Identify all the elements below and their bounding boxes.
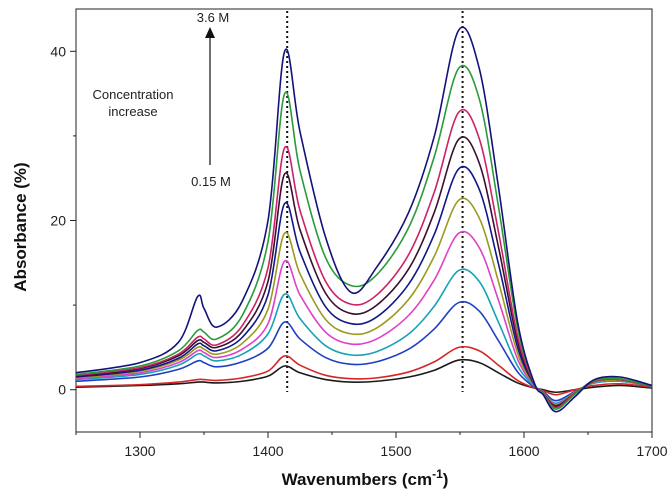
y-tick-label-0: 0 [58,382,66,398]
annotation-top-label: 3.6 M [197,10,230,25]
x-tick-label-1400: 1400 [252,443,283,459]
y-tick-label-20: 20 [50,213,66,229]
concentration-annotation: 3.6 M Concentration increase 0.15 M [93,10,231,189]
x-tick-label-1300: 1300 [124,443,155,459]
y-tick-label-40: 40 [50,43,66,59]
series-line-0 [75,358,653,394]
x-axis-title: Wavenumbers (cm-1) [282,467,449,489]
annotation-bottom-label: 0.15 M [191,174,231,189]
x-tick-label-1500: 1500 [380,443,411,459]
series-line-10 [75,26,653,413]
x-axis: 1300 1400 1500 1600 1700 [75,432,668,459]
x-tick-label-1600: 1600 [508,443,539,459]
series-line-9 [75,64,653,410]
y-axis: 0 20 40 [50,43,76,398]
annotation-direction-line2: increase [108,104,157,119]
annotation-arrow-head [205,27,215,38]
reference-lines [286,11,464,392]
series-line-1 [75,345,653,396]
annotation-direction-line1: Concentration [93,87,174,102]
y-axis-title: Absorbance (%) [11,162,30,291]
series-layer [75,26,653,413]
x-tick-label-1700: 1700 [636,443,667,459]
series-line-2 [75,300,653,402]
x-axis-title-close: ) [443,470,449,489]
x-axis-title-superscript: -1 [432,467,443,481]
